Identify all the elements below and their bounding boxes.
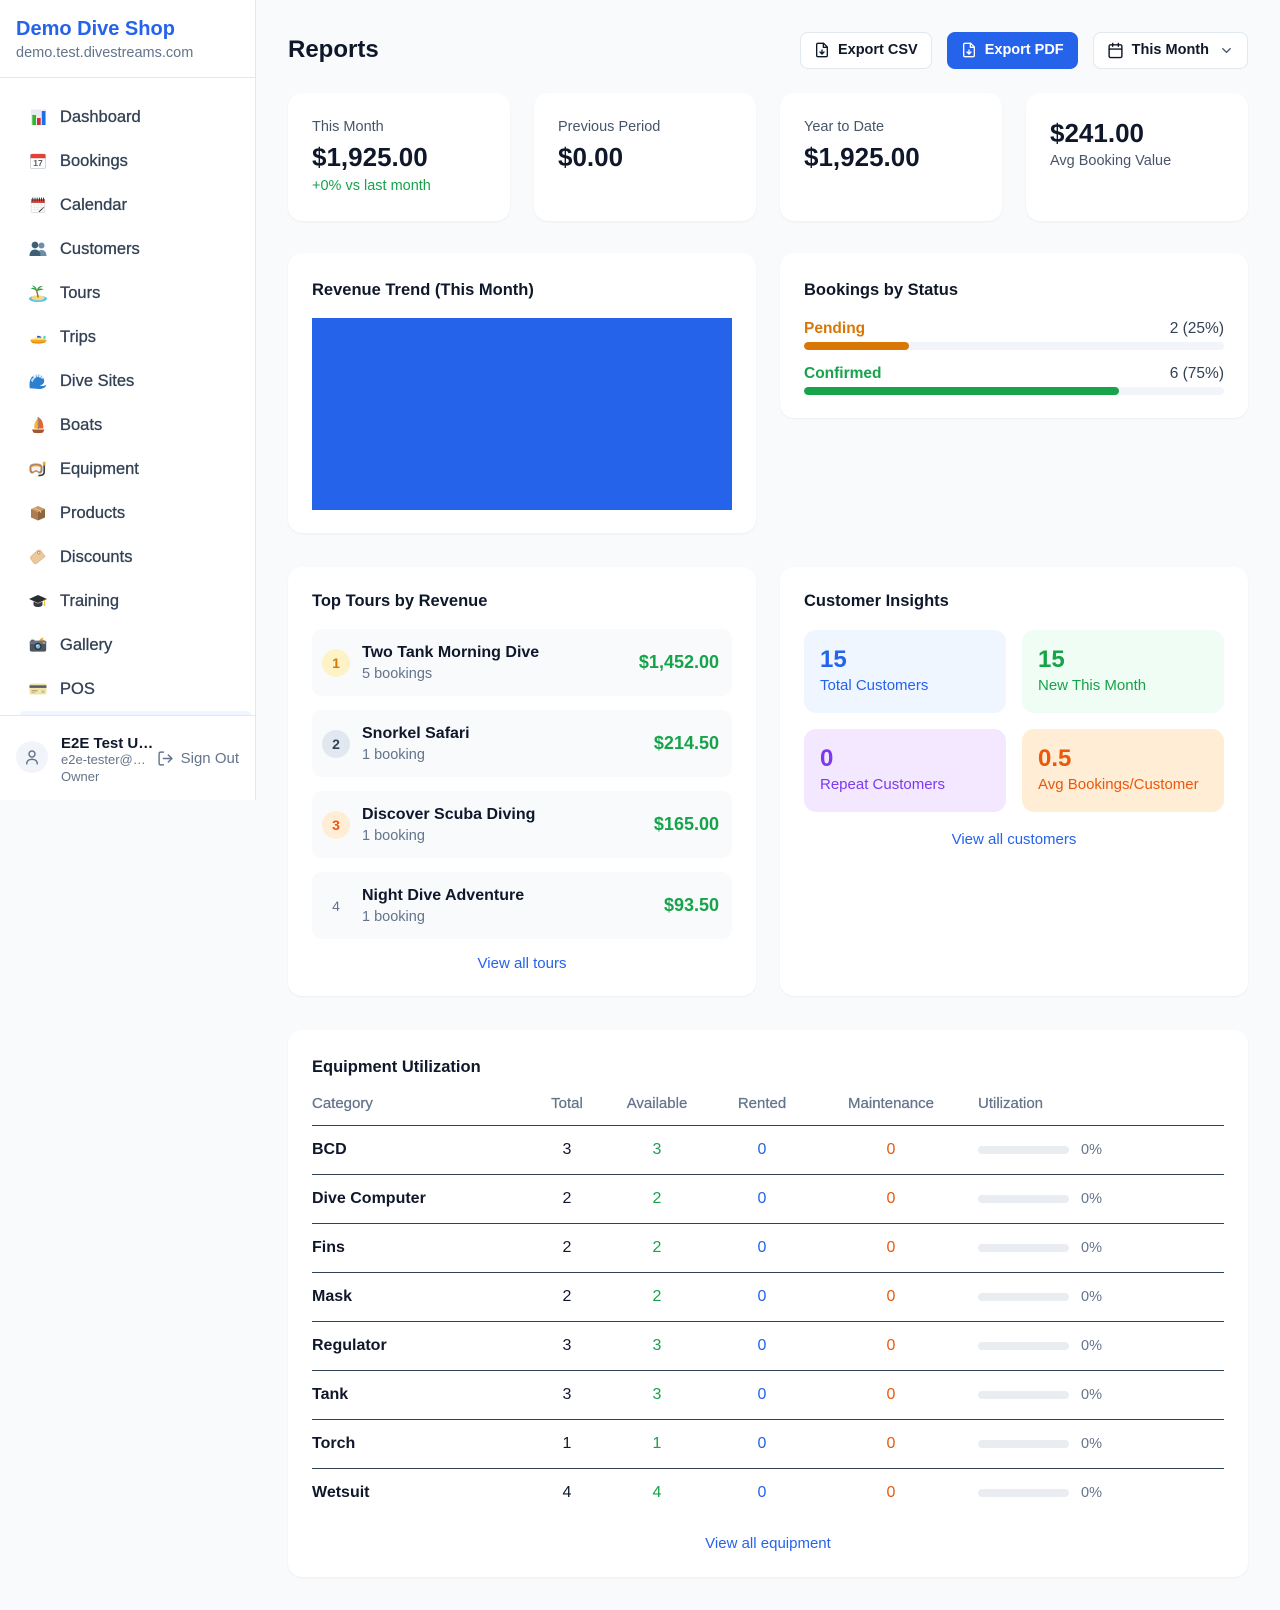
svg-text:17: 17 (33, 158, 43, 168)
